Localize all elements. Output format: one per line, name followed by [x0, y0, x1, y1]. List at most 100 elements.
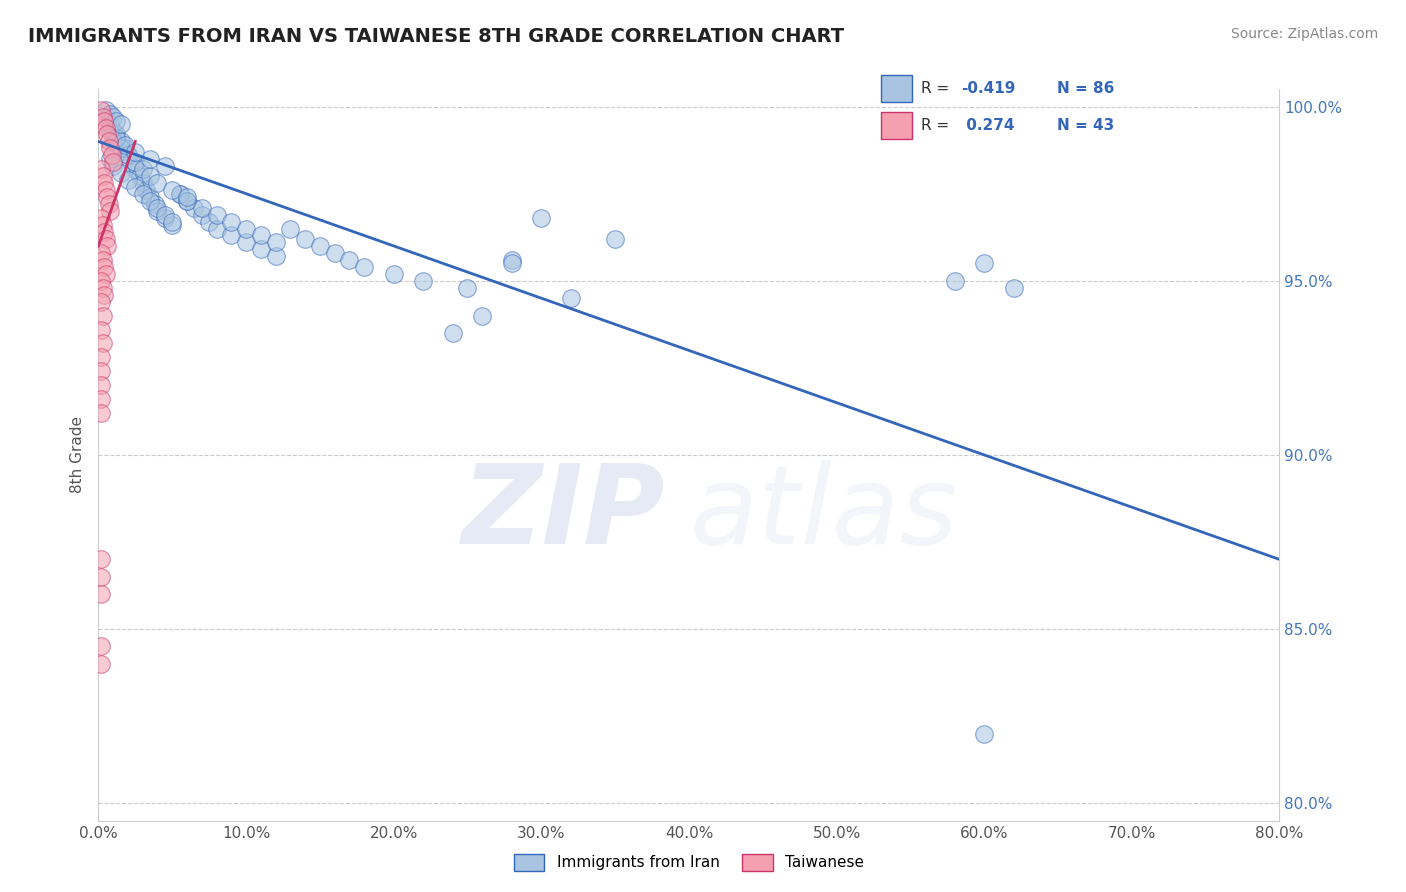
Point	[943, 274, 966, 288]
Point	[94, 103, 117, 117]
Point	[90, 351, 112, 365]
Y-axis label: 8th Grade: 8th Grade	[70, 417, 86, 493]
Point	[90, 552, 112, 566]
Point	[139, 194, 162, 208]
Point	[93, 260, 115, 274]
Point	[98, 141, 121, 155]
Point	[103, 110, 125, 124]
Point	[90, 378, 112, 392]
Point	[110, 117, 132, 131]
Point	[90, 162, 112, 177]
Text: ZIP: ZIP	[461, 460, 665, 567]
Point	[91, 281, 114, 295]
Point	[91, 110, 114, 124]
Point	[124, 155, 146, 169]
Point	[94, 183, 117, 197]
Point	[124, 145, 146, 159]
Point	[94, 110, 117, 124]
Point	[91, 169, 114, 184]
Point	[176, 190, 198, 204]
Point	[153, 159, 176, 173]
Point	[117, 148, 139, 162]
Point	[264, 249, 287, 263]
Point	[198, 214, 221, 228]
Point	[205, 208, 228, 222]
Point	[132, 176, 155, 190]
Point	[117, 148, 139, 162]
Point	[143, 197, 166, 211]
Point	[135, 183, 157, 197]
Point	[139, 169, 162, 184]
Point	[98, 117, 121, 131]
Bar	[882, 75, 912, 102]
Point	[98, 204, 121, 219]
Point	[162, 218, 183, 232]
Point	[973, 726, 995, 740]
Point	[91, 336, 114, 351]
Point	[146, 176, 169, 190]
Point	[605, 232, 627, 246]
Point	[96, 128, 118, 142]
Point	[90, 587, 112, 601]
Point	[1002, 281, 1025, 295]
Text: N = 86: N = 86	[1057, 81, 1115, 95]
Point	[339, 252, 360, 267]
Point	[162, 183, 183, 197]
Point	[146, 201, 169, 215]
Point	[176, 194, 198, 208]
Point	[90, 322, 112, 336]
Point	[105, 113, 128, 128]
Point	[93, 176, 115, 190]
Point	[100, 148, 122, 162]
Point	[96, 239, 118, 253]
Point	[176, 194, 198, 208]
Point	[93, 113, 115, 128]
Point	[219, 228, 242, 243]
Point	[124, 162, 146, 177]
Point	[146, 204, 169, 219]
Text: -0.419: -0.419	[962, 81, 1015, 95]
Point	[94, 232, 117, 246]
Point	[103, 159, 125, 173]
Point	[501, 256, 523, 270]
Text: IMMIGRANTS FROM IRAN VS TAIWANESE 8TH GRADE CORRELATION CHART: IMMIGRANTS FROM IRAN VS TAIWANESE 8TH GR…	[28, 27, 844, 45]
Point	[90, 103, 112, 117]
Point	[90, 570, 112, 584]
Point	[90, 246, 112, 260]
Point	[90, 392, 112, 407]
Point	[264, 235, 287, 250]
Point	[93, 225, 115, 239]
Point	[162, 214, 183, 228]
Point	[441, 326, 464, 340]
Point	[278, 221, 302, 235]
Text: Source: ZipAtlas.com: Source: ZipAtlas.com	[1230, 27, 1378, 41]
Point	[235, 221, 257, 235]
Point	[412, 274, 434, 288]
Point	[382, 267, 405, 281]
Point	[153, 208, 176, 222]
Point	[117, 173, 139, 187]
Point	[471, 309, 494, 323]
Point	[105, 131, 128, 145]
Point	[103, 155, 125, 169]
Point	[91, 218, 114, 232]
Point	[103, 135, 125, 149]
Point	[91, 252, 114, 267]
Point	[90, 294, 112, 309]
Point	[96, 190, 118, 204]
Point	[191, 201, 214, 215]
Point	[323, 246, 346, 260]
Point	[139, 190, 162, 204]
Point	[132, 186, 155, 201]
Point	[153, 211, 176, 225]
Point	[169, 186, 191, 201]
Point	[183, 201, 205, 215]
Point	[90, 364, 112, 378]
Point	[103, 124, 125, 138]
Point	[501, 252, 523, 267]
Point	[139, 152, 162, 166]
Point	[90, 211, 112, 225]
Point	[98, 106, 121, 120]
Point	[97, 135, 120, 149]
Text: 0.274: 0.274	[962, 119, 1015, 133]
